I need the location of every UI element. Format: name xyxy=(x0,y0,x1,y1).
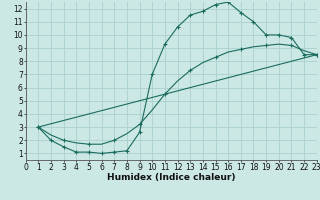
X-axis label: Humidex (Indice chaleur): Humidex (Indice chaleur) xyxy=(107,173,236,182)
